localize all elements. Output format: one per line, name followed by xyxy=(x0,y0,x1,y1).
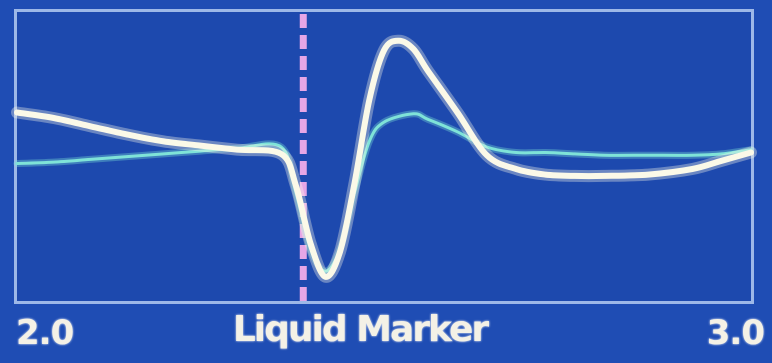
marker-label: Liquid Marker xyxy=(232,309,489,350)
x-tick-label-right: 3.0 xyxy=(706,313,765,353)
series-2-line xyxy=(15,112,753,273)
x-tick-label-left: 2.0 xyxy=(16,313,74,353)
series-1-line xyxy=(14,37,754,280)
